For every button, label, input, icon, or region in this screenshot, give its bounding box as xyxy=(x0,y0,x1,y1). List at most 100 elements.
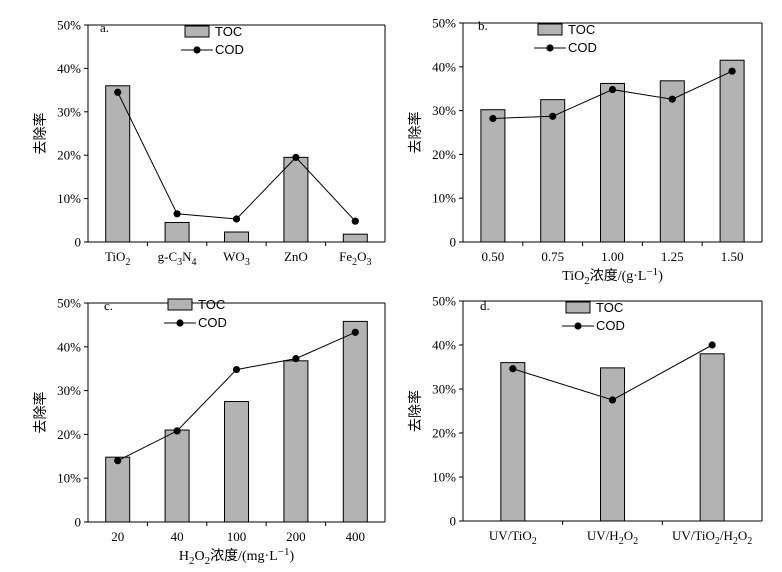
bar-toc xyxy=(283,156,309,243)
point-cod xyxy=(608,396,617,404)
bar-toc xyxy=(500,362,526,522)
x-tick-label: 0.50 xyxy=(482,249,505,264)
y-tick-label: 10% xyxy=(57,471,81,486)
legend-label-toc: TOC xyxy=(198,297,225,312)
legend-label-cod: COD xyxy=(215,42,244,57)
y-tick-label: 20% xyxy=(57,427,81,442)
x-tick-label: TiO2 xyxy=(105,249,130,268)
point-cod xyxy=(668,95,676,103)
y-axis-title: 去除率 xyxy=(32,392,49,434)
point-cod xyxy=(292,153,300,161)
legend-swatch-toc xyxy=(167,298,193,311)
x-tick-label: 0.75 xyxy=(541,249,564,264)
point-cod xyxy=(292,355,300,363)
legend: TOC COD xyxy=(181,24,244,57)
x-tick-label: 1.00 xyxy=(601,249,624,264)
legend-swatch-toc xyxy=(537,23,563,36)
bar-toc xyxy=(699,353,725,522)
y-tick-label: 50% xyxy=(57,18,81,33)
y-tick-label: 0 xyxy=(450,235,457,250)
legend-label-cod: COD xyxy=(198,315,227,330)
panel-label: b. xyxy=(478,18,488,33)
x-tick-label: 400 xyxy=(346,529,366,544)
bar-toc xyxy=(105,85,131,243)
legend-label-cod: COD xyxy=(596,318,625,333)
point-cod xyxy=(173,427,181,435)
y-tick-label: 30% xyxy=(432,382,456,397)
x-tick-label: 100 xyxy=(227,529,247,544)
y-tick-label: 50% xyxy=(432,16,456,31)
y-tick-label: 10% xyxy=(432,470,456,485)
x-tick-label: 1.25 xyxy=(661,249,684,264)
bar-toc xyxy=(480,109,506,243)
x-tick-label: 40 xyxy=(171,529,184,544)
point-cod xyxy=(549,112,557,120)
panel-label: d. xyxy=(480,298,490,313)
y-axis-title: 去除率 xyxy=(407,390,424,432)
y-tick-label: 0 xyxy=(75,515,82,530)
x-tick-label: WO3 xyxy=(223,249,250,268)
bar-toc xyxy=(659,80,685,243)
line-cod xyxy=(117,92,356,222)
legend-label-toc: TOC xyxy=(568,22,595,37)
y-tick-label: 40% xyxy=(57,61,81,76)
panel-d: 0 10% 20% 30% 40% 50% 去除率 UV/TiO2 UV/H2O2 UV/TiO2… xyxy=(407,294,763,547)
legend-marker-cod xyxy=(176,319,184,327)
x-tick-label: ZnO xyxy=(284,249,308,264)
point-cod xyxy=(489,114,497,123)
y-tick-label: 40% xyxy=(57,339,81,354)
bar-toc xyxy=(540,99,566,243)
point-cod xyxy=(509,365,517,373)
bar-toc xyxy=(164,429,190,523)
y-tick-label: 20% xyxy=(432,426,456,441)
legend-label-cod: COD xyxy=(568,40,597,55)
x-tick-label: UV/TiO2/H2O2 xyxy=(672,528,752,547)
point-cod xyxy=(351,217,359,225)
x-axis-title: H2O2浓度/(mg·L−1) xyxy=(179,546,295,567)
legend: TOC COD xyxy=(164,297,227,330)
point-cod xyxy=(728,67,736,75)
y-tick-label: 40% xyxy=(432,59,456,74)
x-tick-label: UV/H2O2 xyxy=(587,528,638,547)
bar-toc xyxy=(224,401,249,523)
bar-toc xyxy=(224,231,249,243)
panel-b: 0 10% 20% 30% 40% 50% 去除率 0.50 0.75 1.00 1.25 1.50 T… xyxy=(407,16,763,287)
point-cod xyxy=(173,210,181,218)
bar-toc xyxy=(342,233,368,243)
y-axis-title: 去除率 xyxy=(407,112,424,154)
point-cod xyxy=(351,328,359,336)
y-tick-label: 30% xyxy=(432,103,456,118)
x-tick-label: UV/TiO2 xyxy=(489,528,537,547)
y-tick-label: 30% xyxy=(57,383,81,398)
legend-label-toc: TOC xyxy=(215,24,242,39)
panel-label: c. xyxy=(104,298,113,313)
y-tick-label: 10% xyxy=(57,191,81,206)
x-axis-title: TiO2浓度/(g·L−1) xyxy=(562,266,663,287)
y-tick-label: 10% xyxy=(432,191,456,206)
bar-toc xyxy=(600,82,625,243)
legend-marker-cod xyxy=(574,322,582,330)
x-tick-label: Fe2O3 xyxy=(339,249,371,268)
legend-marker-cod xyxy=(193,46,201,54)
panel-label: a. xyxy=(100,20,109,35)
legend-swatch-toc xyxy=(565,301,591,314)
x-tick-label: g-C3N4 xyxy=(158,249,197,268)
x-tick-label: 1.50 xyxy=(721,249,744,264)
bar-toc xyxy=(283,360,309,523)
panel-c: 0 10% 20% 30% 40% 50% 去除率 20 40 100 200 400 H2O2浓度/(… xyxy=(32,296,386,567)
y-axis-title: 去除率 xyxy=(32,113,49,155)
legend-marker-cod xyxy=(546,44,554,52)
panel-a: 0 10% 20% 30% 40% 50% 去除率 TiO2 g-C3N4 WO3 ZnO Fe2O3… xyxy=(32,18,386,268)
y-tick-label: 20% xyxy=(432,147,456,162)
y-tick-label: 30% xyxy=(57,104,81,119)
legend-label-toc: TOC xyxy=(596,300,623,315)
bar-toc xyxy=(105,456,131,523)
bar-toc xyxy=(342,320,368,523)
legend: TOC COD xyxy=(562,300,625,333)
y-tick-label: 0 xyxy=(450,514,457,529)
x-tick-label: 20 xyxy=(111,529,124,544)
point-cod xyxy=(232,365,241,374)
bar-toc xyxy=(719,59,745,243)
y-tick-label: 50% xyxy=(57,296,81,311)
y-tick-label: 40% xyxy=(432,338,456,353)
